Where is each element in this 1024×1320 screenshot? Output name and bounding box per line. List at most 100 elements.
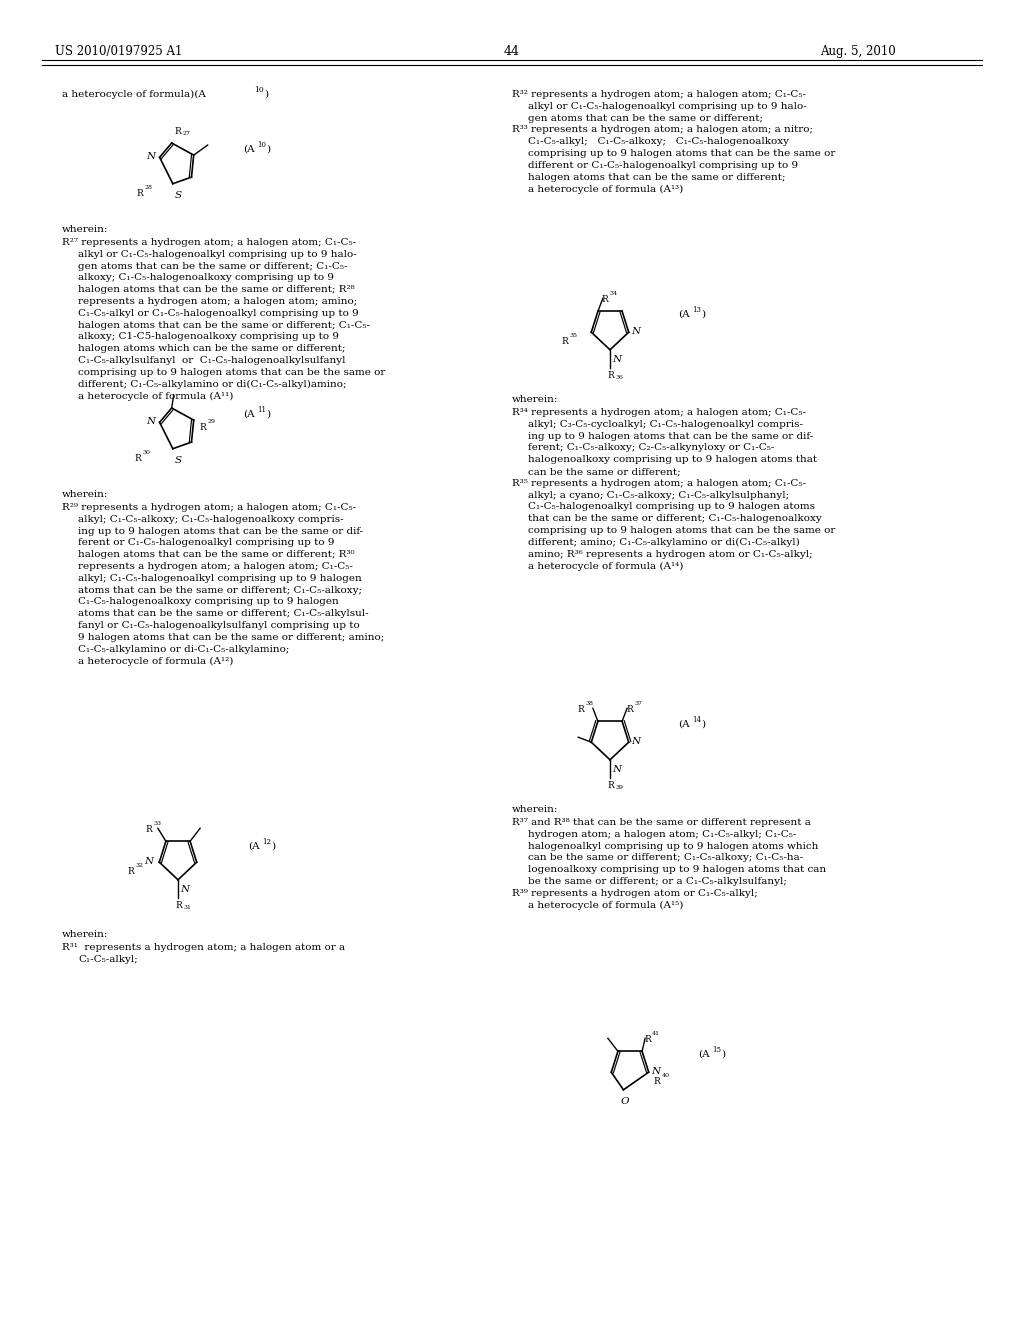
Text: alkyl; C₃-C₅-cycloalkyl; C₁-C₅-halogenoalkyl compris-: alkyl; C₃-C₅-cycloalkyl; C₁-C₅-halogenoa…: [528, 420, 803, 429]
Text: different; amino; C₁-C₅-alkylamino or di(C₁-C₅-alkyl): different; amino; C₁-C₅-alkylamino or di…: [528, 537, 800, 546]
Text: C₁-C₅-alkyl or C₁-C₅-halogenoalkyl comprising up to 9: C₁-C₅-alkyl or C₁-C₅-halogenoalkyl compr…: [78, 309, 358, 318]
Text: 32: 32: [135, 863, 143, 869]
Text: 39: 39: [615, 785, 623, 789]
Text: C₁-C₅-halogenoalkoxy comprising up to 9 halogen: C₁-C₅-halogenoalkoxy comprising up to 9 …: [78, 598, 339, 606]
Text: 10: 10: [257, 141, 266, 149]
Text: 44: 44: [504, 45, 520, 58]
Text: 11: 11: [257, 407, 266, 414]
Text: R: R: [175, 900, 181, 909]
Text: halogen atoms that can be the same or different;: halogen atoms that can be the same or di…: [528, 173, 785, 182]
Text: R³¹  represents a hydrogen atom; a halogen atom or a: R³¹ represents a hydrogen atom; a haloge…: [62, 942, 345, 952]
Text: 35: 35: [569, 333, 578, 338]
Text: ): ): [266, 411, 270, 418]
Text: 41: 41: [652, 1031, 660, 1036]
Text: a heterocycle of formula (A¹⁵): a heterocycle of formula (A¹⁵): [528, 900, 683, 909]
Text: R: R: [145, 825, 153, 834]
Text: comprising up to 9 halogen atoms that can be the same or: comprising up to 9 halogen atoms that ca…: [528, 149, 836, 158]
Text: R: R: [578, 705, 585, 714]
Text: R: R: [607, 371, 613, 380]
Text: ): ): [264, 90, 268, 99]
Text: R: R: [607, 781, 613, 789]
Text: N: N: [146, 152, 156, 161]
Text: 28: 28: [144, 185, 153, 190]
Text: O: O: [621, 1097, 629, 1106]
Text: 12: 12: [262, 838, 271, 846]
Text: N: N: [651, 1067, 660, 1076]
Text: halogen atoms that can be the same or different; R²⁸: halogen atoms that can be the same or di…: [78, 285, 354, 294]
Text: a heterocycle of formula (A¹⁴): a heterocycle of formula (A¹⁴): [528, 561, 683, 570]
Text: wherein:: wherein:: [62, 931, 109, 939]
Text: different or C₁-C₅-halogenoalkyl comprising up to 9: different or C₁-C₅-halogenoalkyl compris…: [528, 161, 798, 170]
Text: 36: 36: [615, 375, 623, 380]
Text: alkoxy; C1-C5-halogenoalkoxy comprising up to 9: alkoxy; C1-C5-halogenoalkoxy comprising …: [78, 333, 339, 342]
Text: R³³ represents a hydrogen atom; a halogen atom; a nitro;: R³³ represents a hydrogen atom; a haloge…: [512, 125, 813, 135]
Text: (A: (A: [678, 719, 689, 729]
Text: R: R: [135, 454, 141, 463]
Text: ): ): [701, 719, 706, 729]
Text: 31: 31: [183, 904, 191, 909]
Text: Aug. 5, 2010: Aug. 5, 2010: [820, 45, 896, 58]
Text: comprising up to 9 halogen atoms that can be the same or: comprising up to 9 halogen atoms that ca…: [528, 525, 836, 535]
Text: halogen atoms which can be the same or different;: halogen atoms which can be the same or d…: [78, 345, 345, 354]
Text: ): ): [701, 310, 706, 319]
Text: S: S: [175, 457, 182, 465]
Text: ): ): [266, 145, 270, 154]
Text: ferent; C₁-C₅-alkoxy; C₂-C₅-alkynyloxy or C₁-C₅-: ferent; C₁-C₅-alkoxy; C₂-C₅-alkynyloxy o…: [528, 444, 774, 453]
Text: R: R: [137, 189, 143, 198]
Text: 27: 27: [182, 131, 190, 136]
Text: ): ): [271, 842, 275, 851]
Text: hydrogen atom; a halogen atom; C₁-C₅-alkyl; C₁-C₅-: hydrogen atom; a halogen atom; C₁-C₅-alk…: [528, 830, 797, 838]
Text: a heterocycle of formula (A¹³): a heterocycle of formula (A¹³): [528, 185, 683, 194]
Text: different; C₁-C₅-alkylamino or di(C₁-C₅-alkyl)amino;: different; C₁-C₅-alkylamino or di(C₁-C₅-…: [78, 380, 346, 388]
Text: a heterocycle of formula (A¹¹): a heterocycle of formula (A¹¹): [78, 392, 233, 400]
Text: C₁-C₅-alkylamino or di-C₁-C₅-alkylamino;: C₁-C₅-alkylamino or di-C₁-C₅-alkylamino;: [78, 644, 290, 653]
Text: wherein:: wherein:: [512, 805, 558, 814]
Text: 33: 33: [154, 821, 162, 826]
Text: R: R: [175, 127, 181, 136]
Text: (A: (A: [243, 145, 255, 154]
Text: a heterocycle of formula (A¹²): a heterocycle of formula (A¹²): [78, 656, 233, 665]
Text: R: R: [644, 1035, 651, 1044]
Text: (A: (A: [248, 842, 260, 851]
Text: R: R: [127, 867, 134, 876]
Text: (A: (A: [698, 1049, 710, 1059]
Text: R²⁹ represents a hydrogen atom; a halogen atom; C₁-C₅-: R²⁹ represents a hydrogen atom; a haloge…: [62, 503, 356, 512]
Text: R³⁷ and R³⁸ that can be the same or different represent a: R³⁷ and R³⁸ that can be the same or diff…: [512, 818, 811, 828]
Text: ferent or C₁-C₅-halogenoalkyl comprising up to 9: ferent or C₁-C₅-halogenoalkyl comprising…: [78, 539, 335, 548]
Text: alkyl; C₁-C₅-halogenoalkyl comprising up to 9 halogen: alkyl; C₁-C₅-halogenoalkyl comprising up…: [78, 574, 361, 583]
Text: alkyl or C₁-C₅-halogenoalkyl comprising up to 9 halo-: alkyl or C₁-C₅-halogenoalkyl comprising …: [528, 102, 807, 111]
Text: 40: 40: [662, 1073, 670, 1078]
Text: N: N: [144, 857, 154, 866]
Text: alkoxy; C₁-C₅-halogenoalkoxy comprising up to 9: alkoxy; C₁-C₅-halogenoalkoxy comprising …: [78, 273, 334, 282]
Text: R: R: [653, 1077, 660, 1086]
Text: 15: 15: [712, 1045, 721, 1053]
Text: N: N: [632, 327, 641, 335]
Text: 37: 37: [634, 701, 642, 706]
Text: R: R: [626, 705, 633, 714]
Text: logenoalkoxy comprising up to 9 halogen atoms that can: logenoalkoxy comprising up to 9 halogen …: [528, 865, 826, 874]
Text: 10: 10: [254, 86, 264, 94]
Text: represents a hydrogen atom; a halogen atom; C₁-C₅-: represents a hydrogen atom; a halogen at…: [78, 562, 353, 572]
Text: comprising up to 9 halogen atoms that can be the same or: comprising up to 9 halogen atoms that ca…: [78, 368, 385, 376]
Text: N: N: [632, 737, 641, 746]
Text: be the same or different; or a C₁-C₅-alkylsulfanyl;: be the same or different; or a C₁-C₅-alk…: [528, 876, 786, 886]
Text: ing up to 9 halogen atoms that can be the same or dif-: ing up to 9 halogen atoms that can be th…: [528, 432, 813, 441]
Text: US 2010/0197925 A1: US 2010/0197925 A1: [55, 45, 182, 58]
Text: 29: 29: [208, 420, 216, 424]
Text: atoms that can be the same or different; C₁-C₅-alkoxy;: atoms that can be the same or different;…: [78, 586, 362, 594]
Text: C₁-C₅-alkyl;: C₁-C₅-alkyl;: [78, 954, 138, 964]
Text: C₁-C₅-halogenoalkyl comprising up to 9 halogen atoms: C₁-C₅-halogenoalkyl comprising up to 9 h…: [528, 503, 815, 511]
Text: wherein:: wherein:: [512, 395, 558, 404]
Text: halogenoalkyl comprising up to 9 halogen atoms which: halogenoalkyl comprising up to 9 halogen…: [528, 842, 818, 850]
Text: R³⁴ represents a hydrogen atom; a halogen atom; C₁-C₅-: R³⁴ represents a hydrogen atom; a haloge…: [512, 408, 806, 417]
Text: R: R: [602, 296, 608, 305]
Text: amino; R³⁶ represents a hydrogen atom or C₁-C₅-alkyl;: amino; R³⁶ represents a hydrogen atom or…: [528, 549, 813, 558]
Text: R²⁷ represents a hydrogen atom; a halogen atom; C₁-C₅-: R²⁷ represents a hydrogen atom; a haloge…: [62, 238, 356, 247]
Text: (A: (A: [678, 310, 689, 319]
Text: wherein:: wherein:: [62, 224, 109, 234]
Text: C₁-C₅-alkylsulfanyl  or  C₁-C₅-halogenoalkylsulfanyl: C₁-C₅-alkylsulfanyl or C₁-C₅-halogenoalk…: [78, 356, 345, 366]
Text: a heterocycle of formula)(A: a heterocycle of formula)(A: [62, 90, 206, 99]
Text: N: N: [612, 355, 622, 364]
Text: N: N: [180, 886, 189, 895]
Text: wherein:: wherein:: [62, 490, 109, 499]
